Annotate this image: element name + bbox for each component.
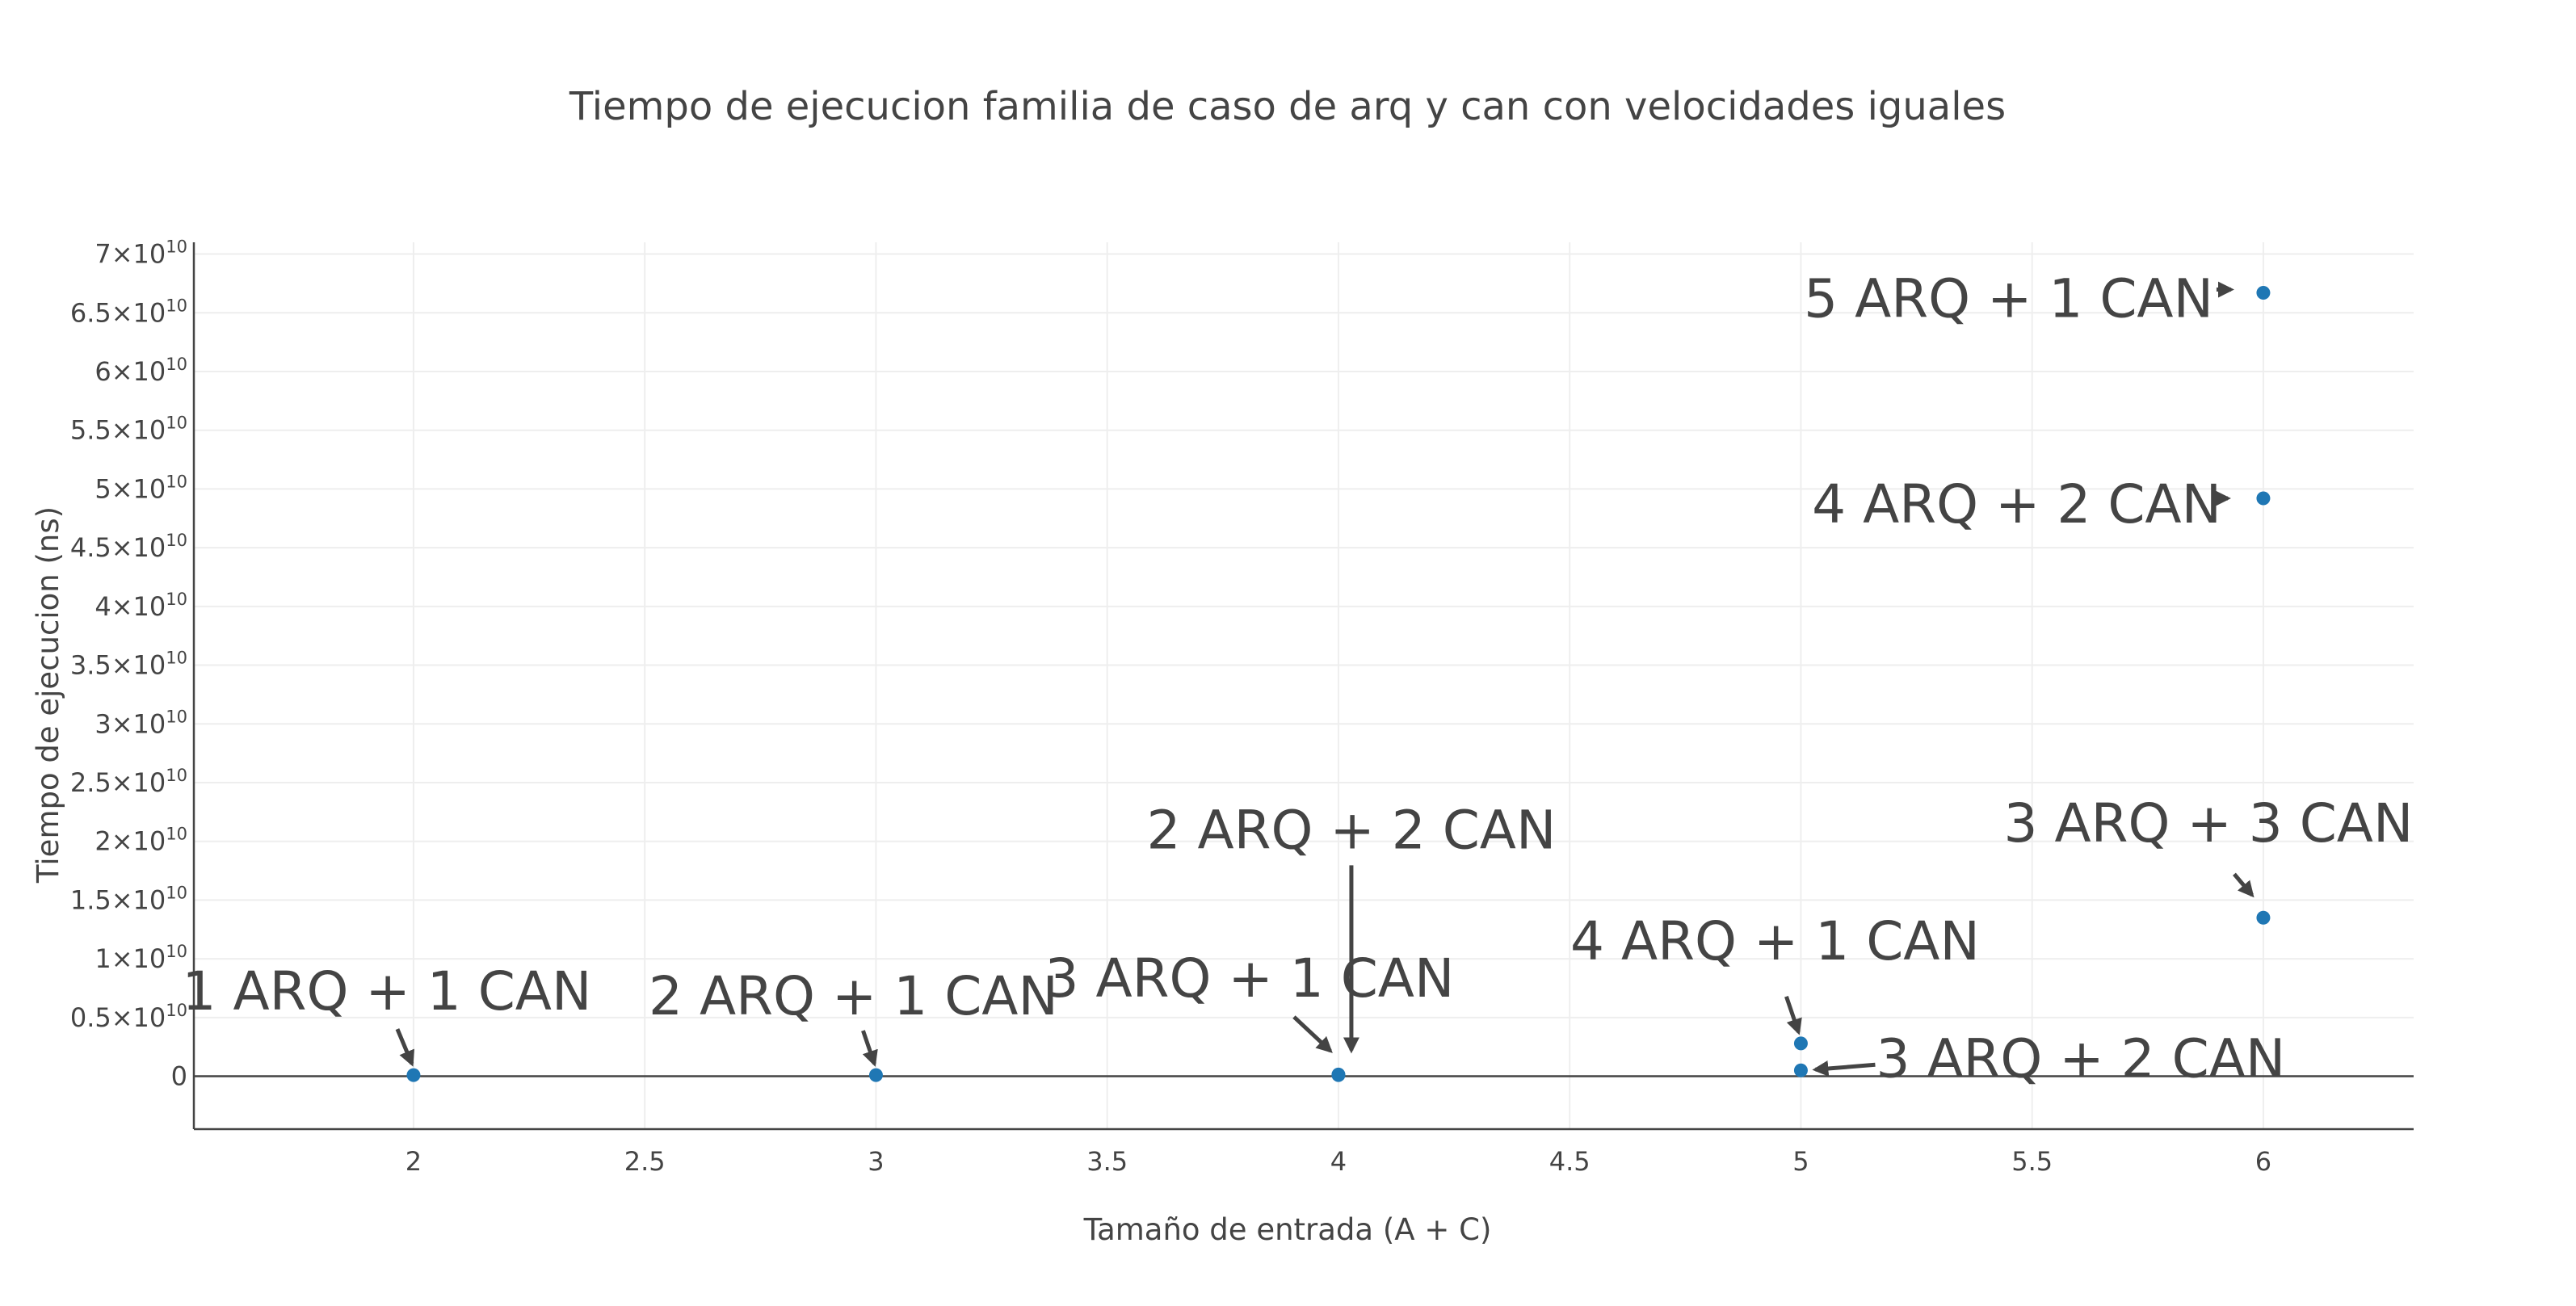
annotation-label: 3 ARQ + 3 CAN bbox=[2004, 792, 2414, 855]
annotation-arrow bbox=[1292, 1015, 1333, 1053]
annotation-arrow bbox=[2233, 872, 2255, 898]
data-point bbox=[406, 1068, 421, 1082]
chart-title: Tiempo de ejecucion familia de caso de a… bbox=[569, 84, 2006, 129]
y-tick-label: 5×1010 bbox=[95, 472, 187, 504]
x-tick-label: 5 bbox=[1792, 1146, 1809, 1177]
y-tick-label: 0 bbox=[171, 1061, 187, 1092]
y-tick-label: 5.5×1010 bbox=[70, 414, 187, 446]
y-tick-label: 3.5×1010 bbox=[70, 649, 187, 681]
data-point bbox=[2256, 491, 2271, 506]
x-tick-label: 4.5 bbox=[1549, 1146, 1591, 1177]
grid-layer bbox=[194, 242, 2414, 1129]
y-tick-label: 2.5×1010 bbox=[70, 766, 187, 798]
annotation-label: 4 ARQ + 2 CAN bbox=[1812, 473, 2221, 535]
annotation-label: 2 ARQ + 1 CAN bbox=[649, 965, 1058, 1027]
x-tick-label: 2.5 bbox=[624, 1146, 666, 1177]
annotation-label: 1 ARQ + 1 CAN bbox=[183, 960, 592, 1023]
axis-layer bbox=[192, 242, 2414, 1131]
y-tick-label: 6.5×1010 bbox=[70, 296, 187, 328]
annotation-arrow bbox=[861, 1030, 878, 1067]
annotation-label: 5 ARQ + 1 CAN bbox=[1804, 268, 2213, 330]
y-tick-label: 0.5×1010 bbox=[70, 1001, 187, 1033]
x-tick-label: 4 bbox=[1330, 1146, 1347, 1177]
annotation-arrow bbox=[1812, 1060, 1876, 1077]
y-tick-label: 4.5×1010 bbox=[70, 531, 187, 563]
data-point bbox=[868, 1068, 883, 1082]
y-tick-label: 7×1010 bbox=[95, 237, 187, 270]
x-tick-label: 5.5 bbox=[2011, 1146, 2053, 1177]
data-point bbox=[1331, 1067, 1346, 1081]
y-tick-label: 3×1010 bbox=[95, 707, 187, 739]
x-tick-label: 3.5 bbox=[1086, 1146, 1128, 1177]
data-point bbox=[2256, 286, 2271, 300]
y-tick-label: 6×1010 bbox=[95, 355, 187, 387]
x-axis-title: Tamaño de entrada (A + C) bbox=[1083, 1212, 1492, 1247]
data-point bbox=[1793, 1036, 1808, 1051]
annotation-label: 3 ARQ + 2 CAN bbox=[1876, 1027, 2285, 1090]
tick-labels: 2 2.5 3 3.5 4 4.5 5 5.5 6 0 0.5×1010 1×1010 1.5×1010… bbox=[70, 237, 2271, 1177]
y-tick-label: 4×1010 bbox=[95, 590, 187, 622]
data-points bbox=[406, 286, 2271, 1082]
x-tick-label: 2 bbox=[406, 1146, 422, 1177]
annotation-label: 2 ARQ + 2 CAN bbox=[1147, 799, 1557, 861]
y-tick-label: 1×1010 bbox=[95, 942, 187, 974]
y-axis-title: Tiempo de ejecucion (ns) bbox=[31, 506, 65, 884]
y-tick-label: 2×1010 bbox=[95, 825, 187, 857]
x-tick-label: 3 bbox=[868, 1146, 884, 1177]
data-point bbox=[1793, 1063, 1808, 1077]
data-point bbox=[2256, 910, 2271, 925]
annotation-label: 4 ARQ + 1 CAN bbox=[1570, 910, 1980, 972]
y-tick-label: 1.5×1010 bbox=[70, 883, 187, 915]
annotation-arrow bbox=[395, 1028, 414, 1067]
annotation-label: 3 ARQ + 1 CAN bbox=[1045, 947, 1455, 1010]
annotation-arrow bbox=[1784, 996, 1802, 1035]
x-tick-label: 6 bbox=[2255, 1146, 2271, 1177]
